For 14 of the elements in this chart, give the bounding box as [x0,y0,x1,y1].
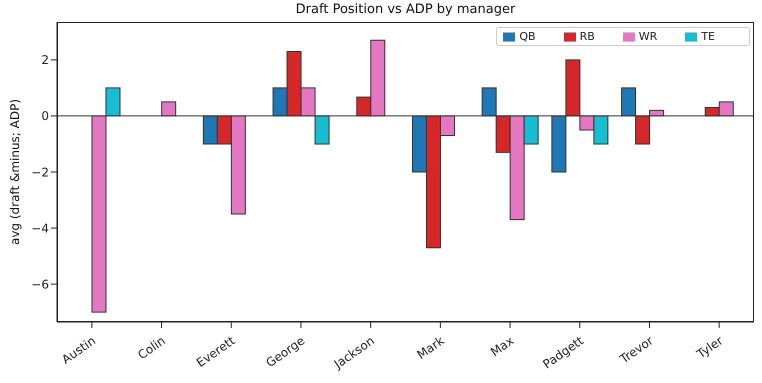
legend-label: QB [519,30,536,43]
chart-title: Draft Position vs ADP by manager [294,2,516,17]
y-tick-label: −4 [31,221,49,236]
y-tick-label: −6 [31,277,49,292]
legend-label: TE [701,30,715,43]
legend-label: WR [638,30,658,43]
x-tick-label: Tyler [693,334,726,362]
x-tick-label: Max [488,334,516,360]
legend-label: RB [580,30,595,43]
y-tick-label: 2 [41,53,49,68]
x-tick-label: Colin [135,334,168,362]
y-tick-label: 0 [41,109,49,124]
y-tick-label: −2 [31,165,49,180]
y-axis-title: avg (draft &minus; ADP) [8,98,22,246]
